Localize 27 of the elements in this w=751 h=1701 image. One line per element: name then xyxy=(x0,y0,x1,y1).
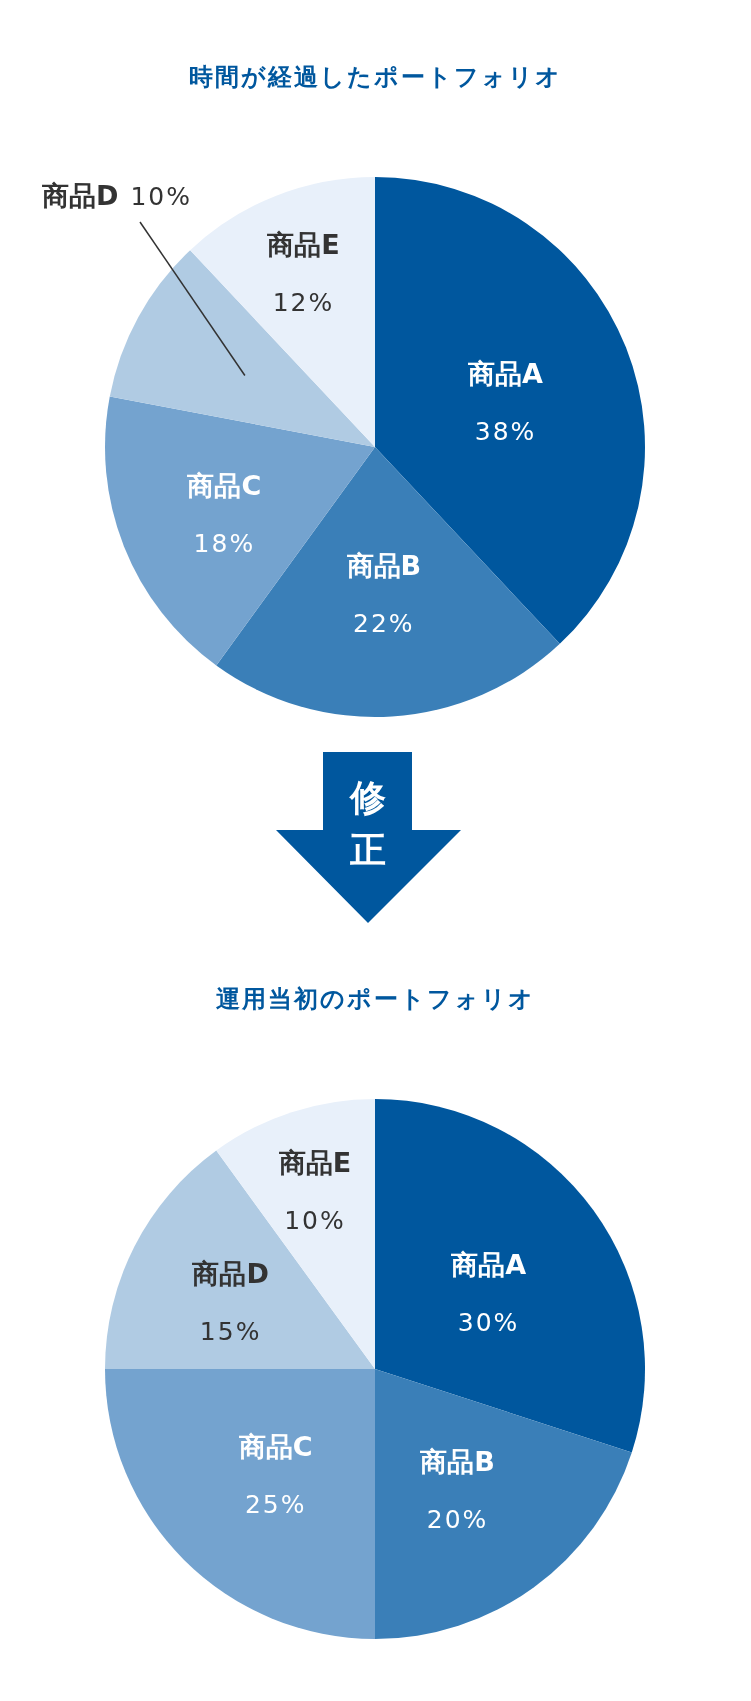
slice-label: 商品C xyxy=(186,469,262,501)
slice-label: 商品D xyxy=(41,180,119,211)
data-label: 22% xyxy=(353,609,415,639)
data-label: 15% xyxy=(199,1317,262,1347)
pie-slice xyxy=(375,1369,632,1639)
data-label: 20% xyxy=(426,1504,489,1534)
pie-slice xyxy=(105,1369,375,1639)
slice-label: 商品A xyxy=(467,358,544,390)
slice-label: 商品B xyxy=(419,1445,495,1477)
data-label: 10% xyxy=(284,1206,346,1236)
slice-label: 商品E xyxy=(277,1147,352,1179)
slice-label: 商品D xyxy=(191,1258,269,1290)
slice-label: 商品E xyxy=(266,229,340,261)
data-label: 18% xyxy=(193,528,256,558)
data-label: 12% xyxy=(272,288,335,318)
slice-label: 商品A xyxy=(450,1249,527,1281)
slice-label: 商品B xyxy=(345,550,422,582)
data-label: 38% xyxy=(474,417,537,447)
data-label: 25% xyxy=(244,1490,307,1520)
pie-slice xyxy=(190,177,375,447)
data-label: 30% xyxy=(457,1308,520,1338)
chart-title: 時間が経過したポートフォリオ xyxy=(188,63,562,91)
pie-slice xyxy=(105,1150,375,1369)
data-label: 10% xyxy=(130,182,192,211)
text: 修正 xyxy=(348,777,386,870)
slice-label: 商品C xyxy=(237,1431,313,1463)
chart-title: 運用当初のポートフォリオ xyxy=(215,985,535,1013)
